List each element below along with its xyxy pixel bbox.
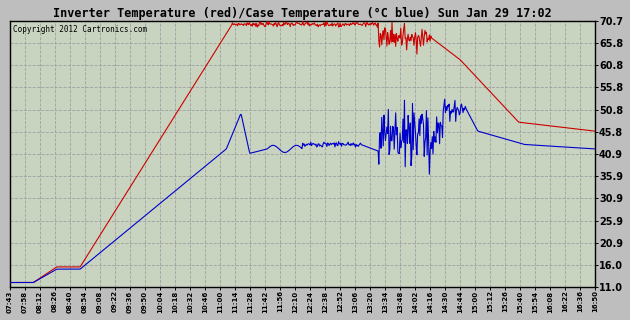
Title: Inverter Temperature (red)/Case Temperature (°C blue) Sun Jan 29 17:02: Inverter Temperature (red)/Case Temperat… [53,7,552,20]
Text: Copyright 2012 Cartronics.com: Copyright 2012 Cartronics.com [13,25,147,34]
